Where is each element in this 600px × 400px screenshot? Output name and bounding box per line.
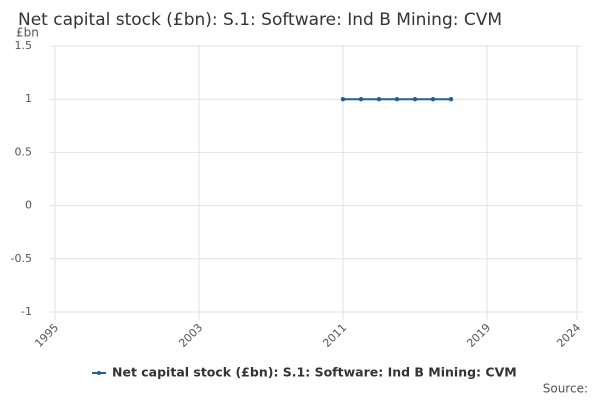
x-tick-label: 2003 — [176, 321, 205, 350]
legend-swatch-dot — [97, 371, 101, 375]
source: Source: — [543, 382, 588, 396]
y-axis-label: £bn — [16, 26, 39, 40]
point — [430, 97, 436, 102]
point — [448, 97, 454, 102]
x-tick-label: 1995 — [32, 321, 61, 350]
x-tick-label: 2024 — [554, 321, 583, 350]
x-tick-label: 2019 — [464, 321, 493, 350]
y-tick-label: 1 — [25, 92, 32, 105]
point — [358, 97, 364, 102]
point — [412, 97, 418, 102]
chart-title: Net capital stock (£bn): S.1: Software: … — [18, 10, 502, 30]
point — [340, 97, 346, 102]
y-tick-label: 1.5 — [15, 39, 33, 52]
x-tick-label: 2011 — [320, 321, 349, 350]
y-tick-label: 0.5 — [15, 145, 33, 158]
point — [376, 97, 382, 102]
legend-label: Net capital stock (£bn): S.1: Software: … — [112, 365, 517, 380]
y-tick-label: -0.5 — [11, 252, 32, 265]
point — [394, 97, 400, 102]
y-tick-label: 0 — [25, 199, 32, 212]
y-tick-label: -1 — [21, 305, 32, 318]
